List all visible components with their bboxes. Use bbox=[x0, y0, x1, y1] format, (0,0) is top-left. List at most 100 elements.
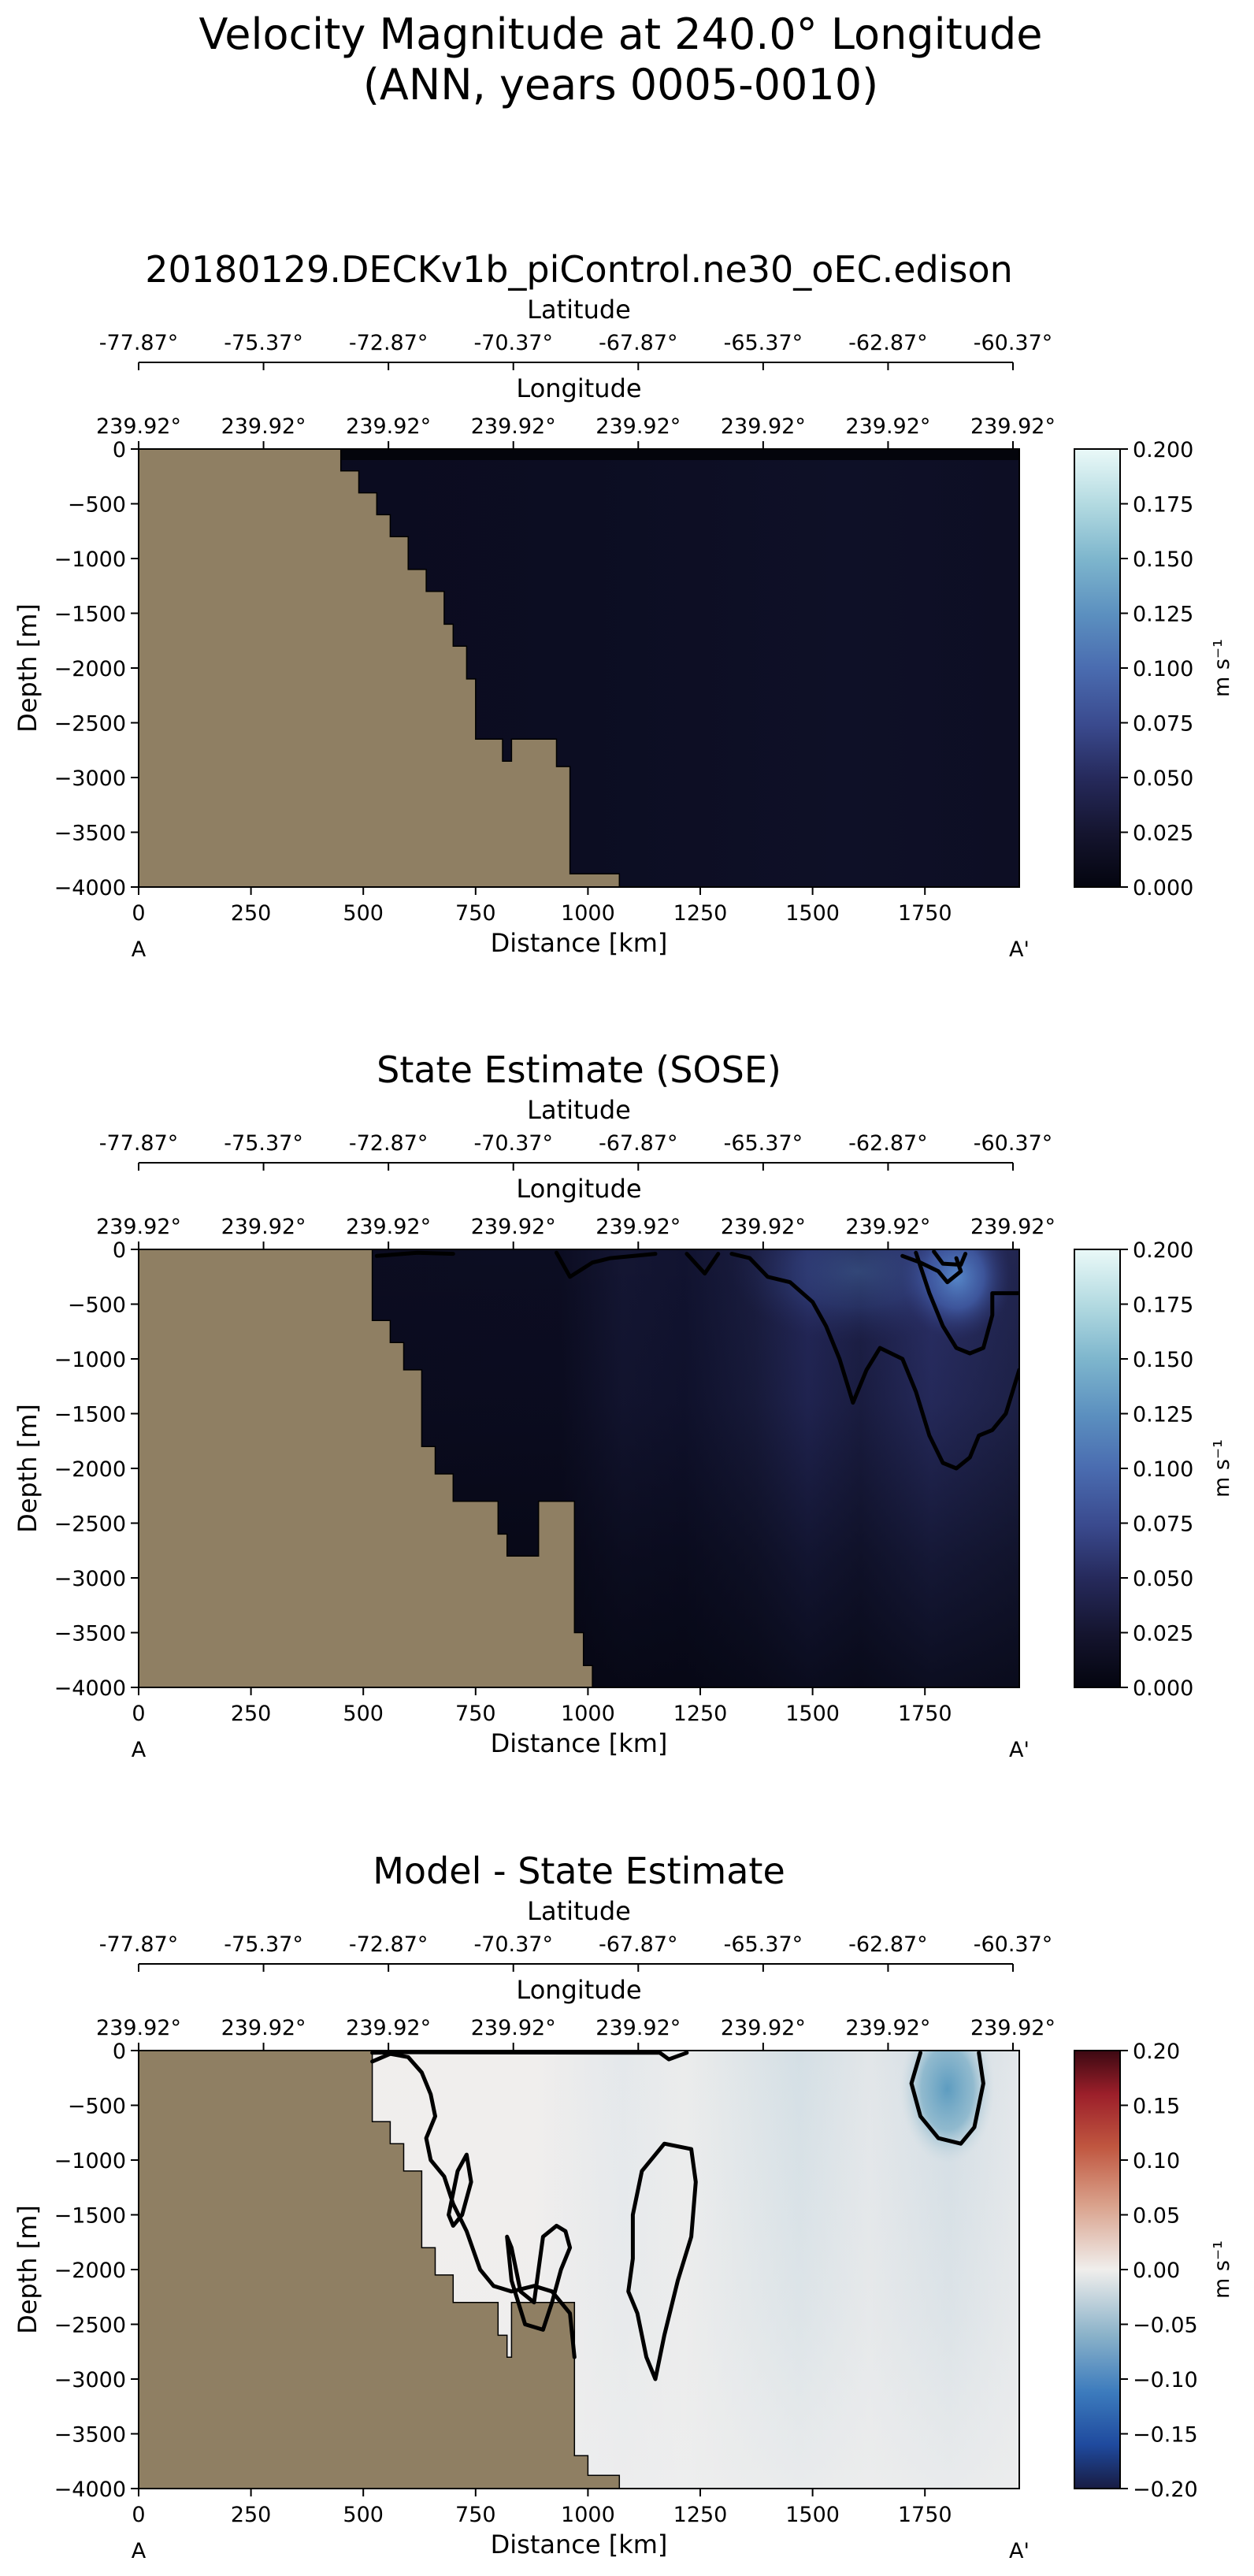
longitude-tick-label: 239.92° bbox=[471, 2016, 556, 2040]
section-end-label: A' bbox=[1009, 2539, 1030, 2563]
colorbar-tick-label: −0.15 bbox=[1133, 2423, 1198, 2448]
latitude-tick-label: -70.37° bbox=[473, 1932, 553, 1957]
x-tick-label: 0 bbox=[132, 2503, 145, 2527]
colorbar-label: m s⁻¹ bbox=[1210, 2240, 1234, 2299]
longitude-tick-label: 239.92° bbox=[595, 2016, 681, 2040]
latitude-axis-label: Latitude bbox=[527, 1896, 631, 1926]
longitude-tick-label: 239.92° bbox=[346, 1215, 431, 1239]
y-tick-label: 0 bbox=[113, 438, 126, 462]
y-tick-label: −3000 bbox=[54, 766, 126, 791]
y-tick-label: −2000 bbox=[54, 657, 126, 681]
contour-line bbox=[374, 1250, 455, 1258]
y-tick-label: 0 bbox=[113, 1238, 126, 1263]
colorbar-tick-label: 0.100 bbox=[1133, 657, 1193, 681]
latitude-tick-label: -62.87° bbox=[848, 1131, 928, 1156]
latitude-tick-label: -65.37° bbox=[724, 1131, 803, 1156]
longitude-tick-label: 239.92° bbox=[221, 2016, 306, 2040]
figure-title-line-2: (ANN, years 0005-0010) bbox=[363, 60, 878, 109]
latitude-tick-label: -67.87° bbox=[599, 1932, 678, 1957]
x-tick-label: 500 bbox=[343, 2503, 384, 2527]
y-tick-label: −500 bbox=[68, 2095, 126, 2119]
colorbar bbox=[1074, 448, 1121, 888]
colorbar-tick-label: 0.050 bbox=[1133, 1567, 1193, 1591]
negative-anomaly bbox=[900, 2051, 995, 2164]
x-tick-label: 750 bbox=[455, 1702, 496, 1726]
contour-line bbox=[447, 2152, 473, 2228]
colorbar-tick-label: 0.175 bbox=[1133, 493, 1193, 518]
bathymetry-land bbox=[139, 449, 621, 887]
longitude-tick-label: 239.92° bbox=[471, 414, 556, 439]
longitude-tick-label: 239.92° bbox=[970, 1215, 1056, 1239]
colorbar-tick-label: 0.150 bbox=[1133, 547, 1193, 572]
section-start-label: A bbox=[132, 937, 147, 962]
latitude-tick-label: -77.87° bbox=[99, 331, 179, 355]
contour-line bbox=[370, 2051, 689, 2062]
colorbar-tick-label: 0.20 bbox=[1133, 2040, 1180, 2064]
latitude-tick-label: -62.87° bbox=[848, 331, 928, 355]
x-tick-label: 1250 bbox=[673, 2503, 728, 2527]
longitude-tick-label: 239.92° bbox=[96, 2016, 181, 2040]
colorbar-tick-label: 0.025 bbox=[1133, 1622, 1193, 1646]
bathymetry-land bbox=[139, 2051, 621, 2489]
colorbar-tick-label: 0.025 bbox=[1133, 822, 1193, 846]
colorbar-tick-label: 0.050 bbox=[1133, 766, 1193, 791]
y-tick-label: −1500 bbox=[54, 1403, 126, 1427]
latitude-tick-label: -75.37° bbox=[224, 331, 303, 355]
y-tick-label: −4000 bbox=[54, 876, 126, 900]
y-tick-label: −2500 bbox=[54, 1513, 126, 1537]
bathymetry-land bbox=[139, 1249, 593, 1687]
x-tick-label: 1750 bbox=[898, 1702, 952, 1726]
longitude-tick-label: 239.92° bbox=[595, 414, 681, 439]
contour-line bbox=[900, 1253, 963, 1285]
x-tick-label: 1250 bbox=[673, 1702, 728, 1726]
colorbar-tick-label: 0.150 bbox=[1133, 1348, 1193, 1372]
y-tick-label: −2500 bbox=[54, 2314, 126, 2338]
x-tick-label: 1500 bbox=[785, 901, 840, 926]
contour-line bbox=[909, 2051, 985, 2146]
colorbar-label: m s⁻¹ bbox=[1210, 1439, 1234, 1498]
latitude-tick-label: -77.87° bbox=[99, 1131, 179, 1156]
latitude-tick-label: -65.37° bbox=[724, 1932, 803, 1957]
colorbar-tick-label: 0.100 bbox=[1133, 1457, 1193, 1482]
longitude-tick-label: 239.92° bbox=[970, 414, 1056, 439]
field bbox=[139, 1249, 1019, 1687]
x-tick-label: 500 bbox=[343, 901, 384, 926]
colorbar-tick-label: 0.200 bbox=[1133, 438, 1193, 462]
colorbar-tick-label: −0.20 bbox=[1133, 2478, 1198, 2502]
longitude-tick-label: 239.92° bbox=[471, 1215, 556, 1239]
x-tick-label: 1000 bbox=[561, 2503, 615, 2527]
latitude-tick-label: -70.37° bbox=[473, 1131, 553, 1156]
x-tick-label: 1500 bbox=[785, 1702, 840, 1726]
y-tick-label: −3000 bbox=[54, 1567, 126, 1591]
colorbar-tick-label: 0.10 bbox=[1133, 2149, 1180, 2173]
y-tick-label: −1500 bbox=[54, 2204, 126, 2229]
x-tick-label: 250 bbox=[231, 2503, 272, 2527]
figure-title-line-1: Velocity Magnitude at 240.0° Longitude bbox=[198, 9, 1042, 59]
latitude-tick-label: -75.37° bbox=[224, 1932, 303, 1957]
section-end-label: A' bbox=[1009, 1738, 1030, 1762]
x-axis-label: Distance [km] bbox=[491, 928, 668, 958]
panel-title: Model - State Estimate bbox=[373, 1850, 785, 1892]
colorbar-tick-label: 0.000 bbox=[1133, 876, 1193, 900]
colorbar-tick-label: 0.125 bbox=[1133, 603, 1193, 627]
latitude-tick-label: -67.87° bbox=[599, 1131, 678, 1156]
longitude-tick-label: 239.92° bbox=[845, 414, 930, 439]
y-tick-label: −2000 bbox=[54, 2259, 126, 2283]
y-tick-label: −2500 bbox=[54, 712, 126, 737]
y-axis-label: Depth [m] bbox=[13, 1404, 43, 1533]
latitude-tick-label: -70.37° bbox=[473, 331, 553, 355]
x-tick-label: 1250 bbox=[673, 901, 728, 926]
x-axis-label: Distance [km] bbox=[491, 1728, 668, 1758]
longitude-tick-label: 239.92° bbox=[96, 1215, 181, 1239]
surface-layer bbox=[139, 449, 1019, 460]
contour-line bbox=[505, 2223, 573, 2332]
y-tick-label: −1000 bbox=[54, 2149, 126, 2173]
x-tick-label: 1000 bbox=[561, 1702, 615, 1726]
colorbar-tick-label: −0.10 bbox=[1133, 2368, 1198, 2392]
latitude-tick-label: -60.37° bbox=[974, 331, 1053, 355]
colorbar-tick-label: 0.000 bbox=[1133, 1676, 1193, 1701]
latitude-tick-label: -67.87° bbox=[599, 331, 678, 355]
y-axis-label: Depth [m] bbox=[13, 603, 43, 733]
colorbar-tick-label: −0.05 bbox=[1133, 2314, 1198, 2338]
x-tick-label: 0 bbox=[132, 901, 145, 926]
